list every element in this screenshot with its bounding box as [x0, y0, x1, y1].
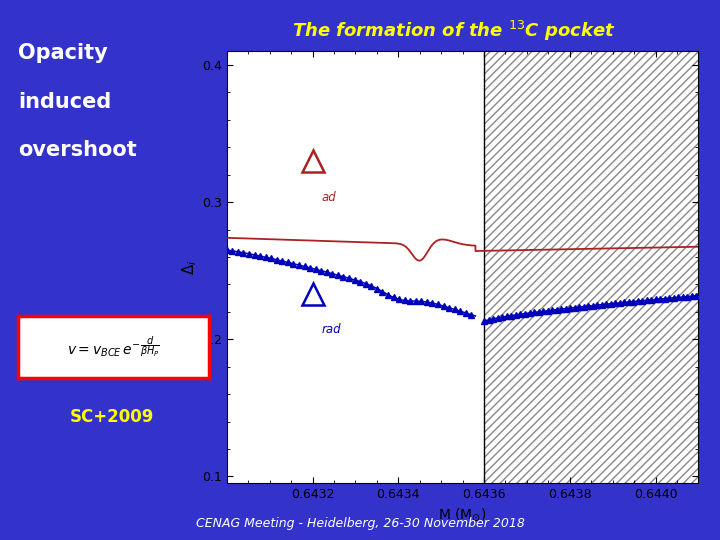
Text: CENAG Meeting - Heidelberg, 26-30 November 2018: CENAG Meeting - Heidelberg, 26-30 Novemb… [196, 517, 524, 530]
Text: induced: induced [18, 92, 112, 112]
Y-axis label: $\Delta_i$: $\Delta_i$ [181, 260, 199, 275]
Bar [484, 51, 720, 483]
X-axis label: M (M$_{\odot}$): M (M$_{\odot}$) [438, 507, 487, 523]
Text: SC+2009: SC+2009 [69, 408, 154, 426]
Text: rad: rad [321, 323, 341, 336]
Text: ad: ad [321, 191, 336, 204]
Text: The formation of the $^{13}$C pocket: The formation of the $^{13}$C pocket [292, 19, 616, 43]
Text: Opacity: Opacity [18, 43, 108, 63]
Text: $v = v_{BCE}\, e^{-\dfrac{d}{\beta H_P}}$: $v = v_{BCE}\, e^{-\dfrac{d}{\beta H_P}}… [67, 334, 160, 360]
Text: overshoot: overshoot [18, 140, 137, 160]
